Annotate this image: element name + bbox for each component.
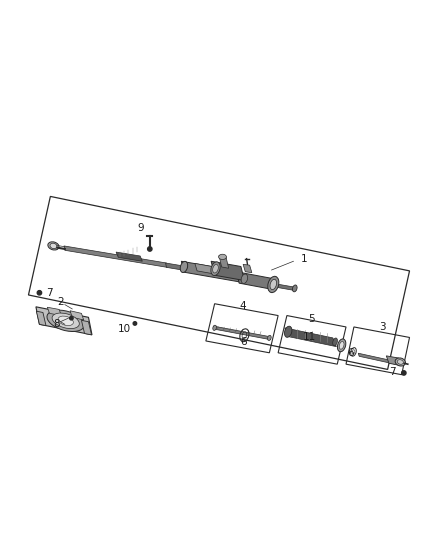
Polygon shape <box>211 261 244 280</box>
Ellipse shape <box>241 274 247 284</box>
Text: 3: 3 <box>379 322 386 332</box>
Ellipse shape <box>219 254 226 260</box>
Ellipse shape <box>339 342 344 349</box>
Polygon shape <box>243 264 252 273</box>
Circle shape <box>402 371 406 375</box>
Polygon shape <box>166 263 185 270</box>
Polygon shape <box>195 263 217 274</box>
Ellipse shape <box>211 262 220 276</box>
Ellipse shape <box>58 316 74 326</box>
Text: 6: 6 <box>347 348 354 358</box>
Ellipse shape <box>268 335 271 341</box>
Text: 10: 10 <box>118 324 131 334</box>
Ellipse shape <box>268 276 279 293</box>
Polygon shape <box>181 261 239 282</box>
Polygon shape <box>358 353 395 364</box>
Polygon shape <box>237 272 274 290</box>
Ellipse shape <box>395 358 406 366</box>
Polygon shape <box>386 356 400 366</box>
Text: 7: 7 <box>46 288 53 298</box>
Circle shape <box>148 247 152 251</box>
Circle shape <box>70 317 73 320</box>
Polygon shape <box>277 284 295 290</box>
Ellipse shape <box>293 285 297 292</box>
Polygon shape <box>219 255 229 268</box>
Polygon shape <box>81 320 92 335</box>
Polygon shape <box>47 307 61 316</box>
Text: 9: 9 <box>138 223 145 233</box>
Polygon shape <box>36 307 92 335</box>
Ellipse shape <box>180 261 187 272</box>
Text: 6: 6 <box>240 337 247 347</box>
Ellipse shape <box>397 360 403 364</box>
Ellipse shape <box>213 264 218 273</box>
Ellipse shape <box>47 310 85 332</box>
Ellipse shape <box>337 339 346 352</box>
Ellipse shape <box>270 279 276 289</box>
Polygon shape <box>285 328 336 346</box>
Text: 11: 11 <box>303 333 316 343</box>
Ellipse shape <box>333 338 337 346</box>
Ellipse shape <box>48 242 59 250</box>
Circle shape <box>133 322 137 325</box>
Text: 1: 1 <box>301 254 308 264</box>
Polygon shape <box>64 246 167 268</box>
Ellipse shape <box>52 313 79 328</box>
Circle shape <box>37 290 42 295</box>
Polygon shape <box>213 326 270 340</box>
Ellipse shape <box>213 325 216 330</box>
Text: 5: 5 <box>308 314 315 324</box>
Text: 4: 4 <box>239 301 246 311</box>
Ellipse shape <box>285 326 292 337</box>
Ellipse shape <box>50 243 57 248</box>
Text: 2: 2 <box>57 297 64 308</box>
Polygon shape <box>116 252 142 261</box>
Polygon shape <box>70 311 84 320</box>
Text: 8: 8 <box>53 319 60 329</box>
Text: 7: 7 <box>389 367 396 377</box>
Polygon shape <box>36 311 46 326</box>
